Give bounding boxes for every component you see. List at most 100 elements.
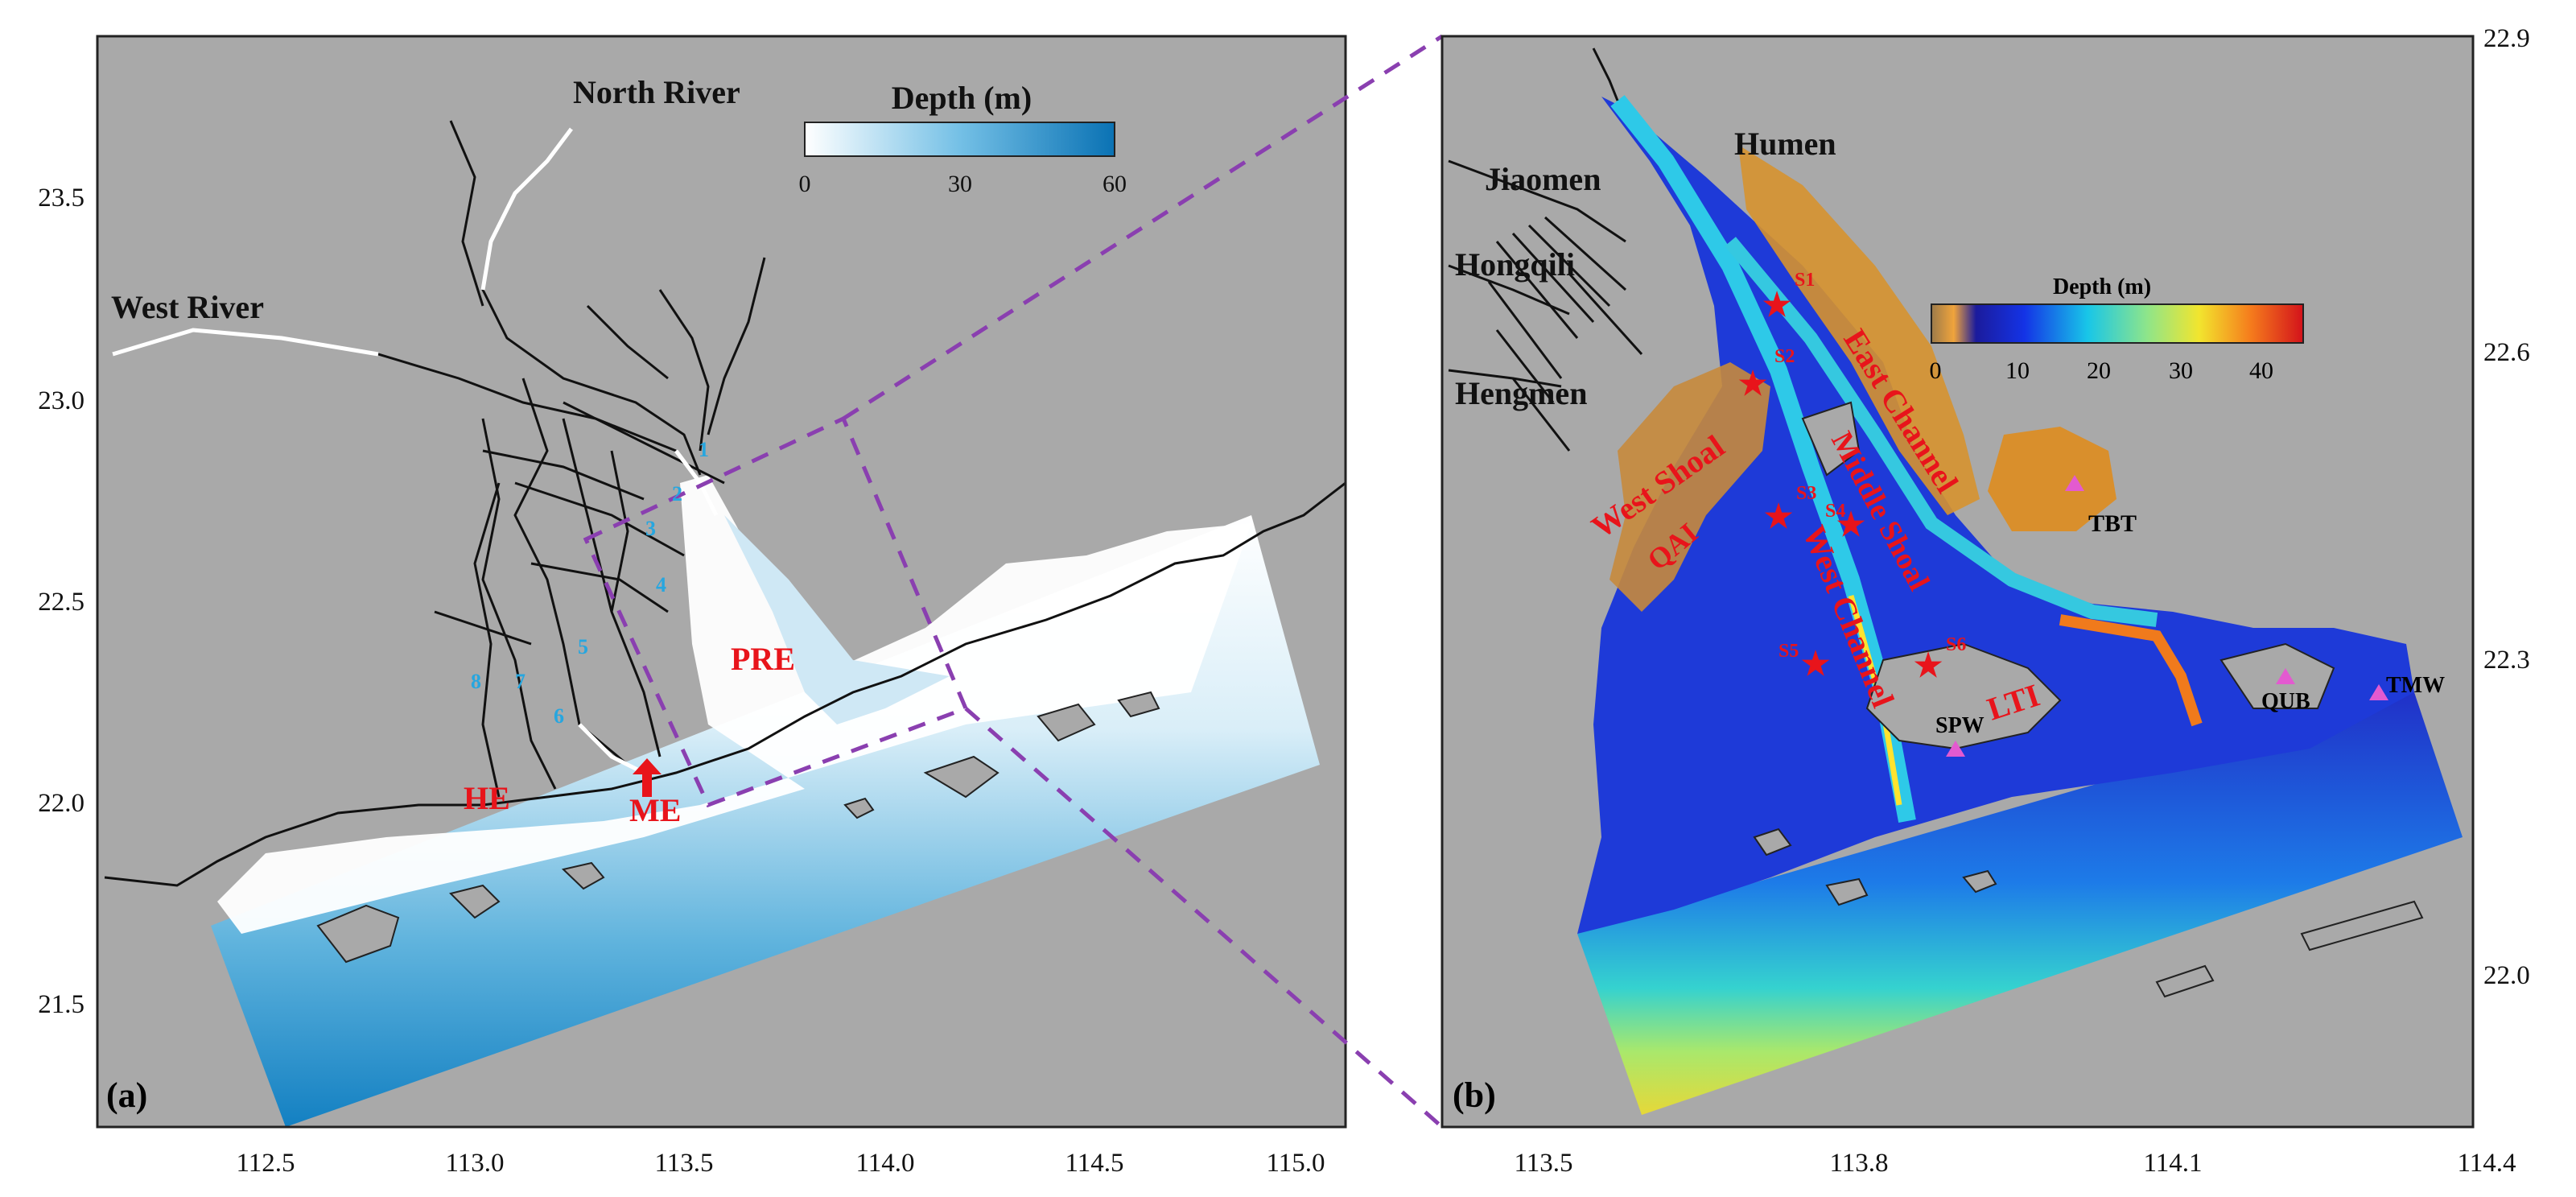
x-tick-label: 113.5 [1514, 1149, 1572, 1178]
outlet-number: 6 [554, 704, 564, 728]
panel-a-colorbar: Depth (m) 0 30 60 [799, 80, 1127, 197]
label-hongqili: Hongqili [1455, 246, 1575, 283]
y-tick-label: 23.0 [38, 386, 84, 415]
label-he: HE [464, 780, 510, 816]
panel-a-label: (a) [106, 1075, 147, 1115]
panel-b-x-axis: 113.5 113.8 114.1 114.4 [1514, 1149, 2516, 1178]
x-tick-label: 114.5 [1065, 1149, 1123, 1178]
panel-a: 112.5 113.0 113.5 114.0 114.5 115.0 23.5… [38, 35, 1347, 1178]
panel-b-reclamation-grid [1487, 216, 1643, 452]
station-marker: ★ [1762, 287, 1791, 323]
panel-a-frame [96, 35, 1347, 1129]
y-tick-label: 21.5 [38, 990, 84, 1019]
colorbar-tick: 20 [2087, 357, 2111, 384]
colorbar-title: Depth (m) [892, 80, 1032, 116]
outlet-number: 2 [672, 482, 682, 506]
label-north-river: North River [573, 74, 740, 110]
station-marker: ★ [1914, 647, 1943, 683]
colorbar-tick: 10 [2005, 357, 2030, 384]
panel-a-x-axis: 112.5 113.0 113.5 114.0 114.5 115.0 [236, 1149, 1325, 1178]
station-marker: ★ [1801, 646, 1830, 682]
y-tick-label: 22.3 [2483, 646, 2530, 675]
panel-b: 113.5 113.8 114.1 114.4 22.9 22.6 22.3 2… [1440, 24, 2530, 1178]
y-tick-label: 22.5 [38, 588, 84, 617]
station-label: S4 [1825, 501, 1845, 522]
label-tmw: TMW [2386, 673, 2445, 698]
colorbar-tick: 30 [2169, 357, 2193, 384]
colorbar-tick: 40 [2249, 357, 2273, 384]
y-tick-label: 22.9 [2483, 24, 2530, 53]
colorbar-tick: 0 [799, 171, 811, 197]
panel-a-main-channels [112, 127, 719, 775]
outlet-number: 8 [471, 670, 481, 693]
panel-b-islands [1753, 401, 2424, 998]
x-tick-label: 113.5 [654, 1149, 713, 1178]
panel-b-tbt-shoal [1988, 427, 2116, 531]
panel-b-tide-gauges [1946, 475, 2388, 757]
label-jiaomen: Jiaomen [1485, 161, 1601, 197]
label-humen: Humen [1734, 126, 1836, 162]
label-qub: QUB [2261, 689, 2310, 714]
colorbar-gradient [1931, 303, 2304, 344]
x-tick-label: 113.8 [1829, 1149, 1888, 1178]
panel-b-frame [1440, 35, 2475, 1129]
panel-a-outlet-numbers: 1 2 3 4 5 6 7 8 [471, 438, 709, 728]
tide-gauge-icon [2276, 668, 2295, 684]
x-tick-label: 114.0 [855, 1149, 914, 1178]
station-label: S6 [1946, 634, 1966, 655]
station-label: S5 [1778, 641, 1799, 662]
colorbar-title: Depth (m) [2053, 274, 2151, 299]
panel-a-zoom-box [583, 415, 969, 808]
y-tick-label: 23.5 [38, 184, 84, 213]
x-tick-label: 115.0 [1266, 1149, 1325, 1178]
station-marker: ★ [1836, 506, 1865, 543]
station-label: S3 [1796, 483, 1816, 504]
zoom-connector-lines [842, 34, 1444, 1129]
label-tbt: TBT [2088, 510, 2137, 537]
y-tick-label: 22.0 [38, 789, 84, 818]
outlet-number: 4 [656, 573, 666, 596]
panel-b-lamma-channel [2059, 614, 2203, 727]
panel-b-colorbar: Depth (m) 0 10 20 30 40 [1930, 274, 2304, 384]
x-tick-label: 113.0 [445, 1149, 504, 1178]
x-tick-label: 112.5 [236, 1149, 295, 1178]
panel-b-stations: ★ S1 ★ S2 ★ S3 ★ S4 ★ S5 ★ S6 [1738, 270, 1966, 683]
panel-b-label: (b) [1453, 1075, 1496, 1115]
panel-b-river-lines [1448, 47, 1626, 388]
panel-b-east-shoal [1738, 145, 1980, 515]
panel-a-estuary-water [217, 475, 1251, 934]
panel-b-east-channel [1725, 237, 2158, 627]
panel-a-map [97, 36, 1346, 1127]
x-tick-label: 114.4 [2457, 1149, 2516, 1178]
label-me: ME [629, 792, 681, 828]
tide-gauge-icon [1946, 741, 1965, 757]
label-hengmen: Hengmen [1455, 375, 1587, 411]
me-arrow-icon [633, 758, 662, 797]
panel-a-estuary-shallow [724, 515, 950, 724]
colorbar-tick: 60 [1103, 171, 1127, 197]
y-tick-label: 22.0 [2483, 961, 2530, 990]
tide-gauge-icon [2065, 475, 2084, 491]
outlet-number: 3 [645, 517, 656, 540]
panel-a-islands [316, 691, 1160, 964]
panel-b-west-shoal [1609, 362, 1770, 612]
station-label: S2 [1774, 346, 1795, 367]
panel-b-west-channel [1610, 95, 1916, 823]
outlet-number: 1 [699, 438, 709, 461]
panel-b-map [1442, 36, 2473, 1127]
tide-gauge-icon [2369, 684, 2388, 700]
colorbar-tick: 30 [948, 171, 972, 197]
outlet-number: 7 [515, 670, 526, 693]
station-marker: ★ [1738, 365, 1767, 402]
station-marker: ★ [1764, 498, 1793, 535]
panel-a-coastline [104, 481, 1346, 887]
colorbar-gradient [804, 122, 1115, 157]
colorbar-tick: 0 [1930, 357, 1942, 384]
panel-b-depth-domain [1577, 692, 2463, 1115]
label-spw: SPW [1935, 713, 1985, 738]
label-west-river: West River [111, 289, 264, 325]
outlet-number: 5 [578, 635, 588, 658]
y-tick-label: 22.6 [2483, 338, 2530, 367]
x-tick-label: 114.1 [2143, 1149, 2202, 1178]
